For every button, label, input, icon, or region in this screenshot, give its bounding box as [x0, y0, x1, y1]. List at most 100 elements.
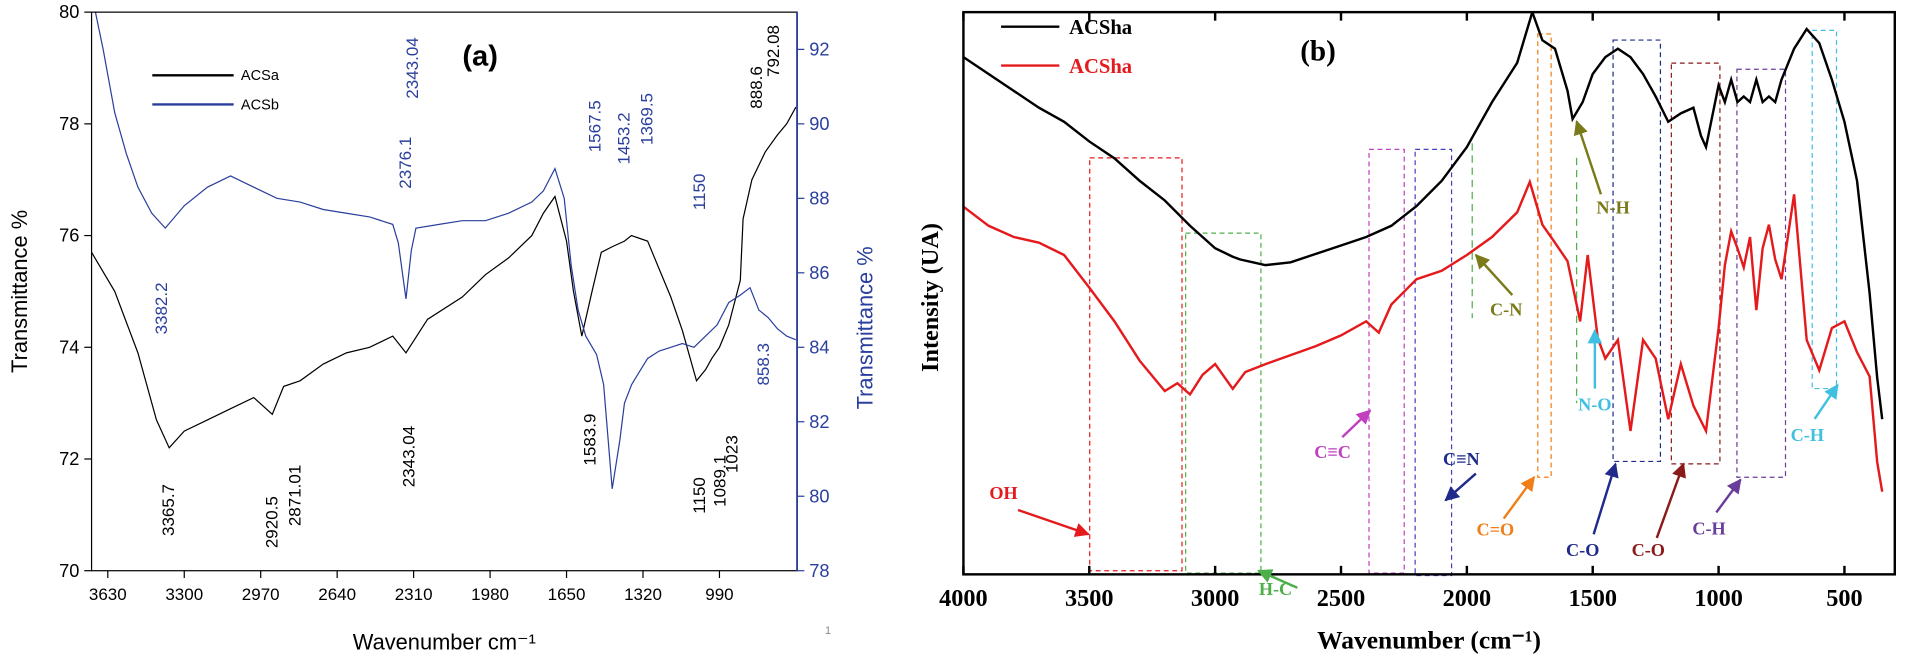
chart-title: (a)	[462, 41, 498, 73]
x-tick-label: 2970	[242, 585, 280, 604]
panel-a: 3630 3300 2970 2640 2310 1980 1650 1320 990 70 72 7…	[7, 2, 877, 655]
y-tick-label: 80	[59, 2, 79, 22]
y-axis-label: Transmittance %	[7, 210, 32, 373]
y-tick-label: 74	[59, 337, 79, 357]
annotation: 2376.1	[396, 137, 415, 189]
annotation-arrow	[1257, 569, 1298, 589]
x-tick-label: 500	[1826, 585, 1862, 612]
annotation: 2343.04	[400, 426, 419, 487]
y2-tick-label: 92	[809, 39, 829, 59]
x-tick-label: 990	[705, 585, 733, 604]
x-tick-label: 1000	[1694, 585, 1743, 612]
x-tick-label: 2500	[1317, 585, 1366, 612]
band-box	[1736, 68, 1787, 478]
y-tick-label: 76	[59, 226, 79, 246]
annotation: 2343.04	[403, 37, 422, 98]
annotation-arrow	[1474, 253, 1514, 296]
legend-label: ACSha	[1069, 17, 1132, 39]
band-box	[1368, 148, 1405, 574]
chart-title: (b)	[1300, 36, 1336, 68]
x-tick-label: 3500	[1065, 585, 1114, 612]
annotation: C-N	[1490, 300, 1522, 320]
x-axis-label: Wavenumber (cm⁻¹)	[1317, 625, 1541, 654]
annotation: N-H	[1596, 198, 1629, 218]
annotation-arrow	[1573, 120, 1603, 195]
annotation: 1453.2	[615, 112, 634, 164]
annotation: N-O	[1578, 394, 1611, 414]
annotation: 792.08	[764, 25, 783, 77]
band-box	[1185, 232, 1262, 574]
x-tick-label: 3300	[165, 585, 203, 604]
series-line	[963, 12, 1884, 420]
annotation: 2871.01	[285, 465, 304, 526]
annotation-arrow	[1444, 472, 1477, 502]
page-mark: 1	[825, 625, 831, 637]
x-tick-label: 2640	[318, 585, 356, 604]
annotation: C-O	[1566, 540, 1599, 560]
x-tick-label: 1500	[1568, 585, 1617, 612]
x-tick-label: 2000	[1443, 585, 1492, 612]
y2-tick-label: 90	[809, 114, 829, 134]
annotation: C-H	[1692, 518, 1725, 538]
band-box	[1612, 39, 1662, 463]
y2-tick-label: 84	[809, 337, 829, 357]
annotation: 1369.5	[638, 93, 657, 145]
annotation: 3365.7	[159, 484, 178, 536]
annotation: 858.3	[754, 343, 773, 386]
band-box	[1670, 62, 1721, 465]
annotation: 888.6	[747, 66, 766, 109]
x-axis-label: Wavenumber cm⁻¹	[353, 630, 536, 655]
band-box	[1089, 157, 1183, 572]
y-tick-label: 78	[59, 114, 79, 134]
annotation-arrow	[1813, 383, 1839, 420]
series-line	[94, 12, 797, 489]
y2-tick-label: 86	[809, 263, 829, 283]
y-axis-label: Intensity (UA)	[917, 223, 944, 372]
x-tick-label: 2310	[395, 585, 433, 604]
annotation: C-H	[1791, 425, 1824, 445]
annotation-arrow	[1017, 508, 1090, 537]
band-box	[1537, 33, 1552, 478]
annotation: 1089.1	[710, 455, 729, 507]
annotation-arrow	[1715, 478, 1742, 514]
band-box	[1414, 148, 1453, 577]
legend-label: ACSb	[241, 97, 279, 113]
x-tick-label: 1320	[624, 585, 662, 604]
annotation: 2920.5	[262, 496, 281, 548]
x-tick-label: 4000	[939, 585, 988, 612]
annotation: 1150	[690, 477, 709, 514]
annotation: 1583.9	[581, 414, 600, 466]
y-tick-label: 72	[59, 449, 79, 469]
y2-tick-label: 78	[809, 561, 829, 581]
x-tick-label: 1650	[548, 585, 586, 604]
annotation: 1150	[690, 174, 709, 211]
plot-frame	[962, 10, 1896, 576]
annotation: 1567.5	[585, 100, 604, 152]
x-tick-label: 3000	[1191, 585, 1240, 612]
annotation: C≡C	[1314, 442, 1351, 462]
annotation: C≡N	[1443, 449, 1480, 469]
series-line	[963, 178, 1884, 492]
annotation: H-C	[1259, 579, 1292, 599]
annotation-arrow	[1655, 462, 1686, 539]
annotation: 3382.2	[152, 282, 171, 334]
annotation-arrow	[1592, 462, 1619, 535]
y2-axis-label: Transmittance %	[852, 246, 877, 409]
annotation-arrow	[1341, 409, 1372, 439]
legend-label: ACSa	[241, 68, 280, 84]
y2-tick-label: 80	[809, 486, 829, 506]
y2-tick-label: 82	[809, 412, 829, 432]
x-tick-label: 1980	[471, 585, 509, 604]
series-line	[91, 106, 797, 449]
y2-tick-label: 88	[809, 188, 829, 208]
annotation: OH	[989, 483, 1017, 503]
annotation: C=O	[1476, 520, 1514, 540]
annotation: 1023	[723, 435, 742, 473]
legend-label: ACSha	[1069, 56, 1132, 78]
annotation-arrow	[1502, 476, 1536, 520]
annotation: C-O	[1632, 540, 1665, 560]
y-tick-label: 70	[59, 561, 79, 581]
x-tick-label: 3630	[89, 585, 127, 604]
panel-b: 4000 3500 3000 2500 2000 1500 1000 500 Wavenumbe…	[917, 10, 1896, 654]
